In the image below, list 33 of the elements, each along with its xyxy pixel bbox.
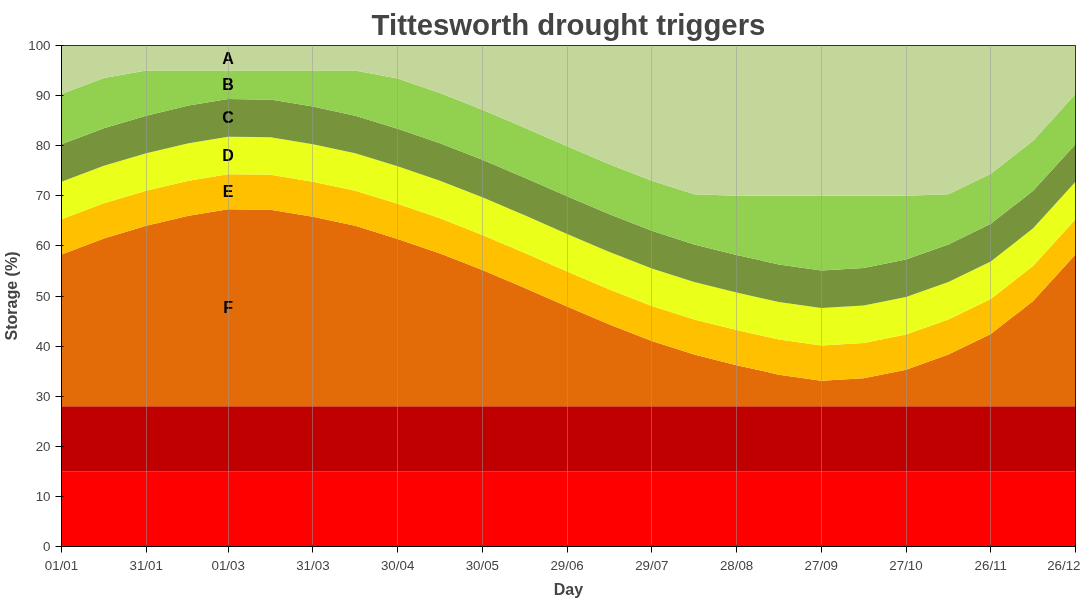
y-tick-label: 100 <box>28 38 51 53</box>
y-tick-label: 30 <box>35 388 51 404</box>
series-label: E <box>222 183 234 201</box>
series-label: F <box>223 299 234 317</box>
x-tick-label: 30/04 <box>380 557 415 573</box>
series-label: C <box>222 109 235 127</box>
y-tick-label: 90 <box>35 88 51 104</box>
y-axis-title: Storage (%) <box>3 251 21 341</box>
x-tick-label: 29/07 <box>635 557 669 573</box>
y-tick-label: 0 <box>43 539 51 554</box>
x-tick-label: 01/01 <box>44 557 79 573</box>
x-tick-label: 27/09 <box>804 557 838 573</box>
series-label: D <box>222 146 234 164</box>
x-tick-label: 01/03 <box>211 557 245 573</box>
series-label: B <box>222 76 234 94</box>
y-tick-label: 40 <box>35 338 51 354</box>
y-tick-label: 60 <box>35 238 51 254</box>
x-tick-label: 31/01 <box>129 557 163 573</box>
x-axis-title: Day <box>553 580 584 598</box>
series-label: A <box>222 49 235 67</box>
y-tick-label: 70 <box>35 188 51 204</box>
x-tick-label: 26/12 <box>1047 557 1081 573</box>
y-tick-label: 50 <box>35 288 51 304</box>
y-tick-label: 10 <box>35 488 51 504</box>
x-tick-label: 31/03 <box>296 557 330 573</box>
x-tick-label: 30/05 <box>465 557 500 573</box>
x-tick-label: 27/10 <box>889 557 923 573</box>
chart-title: Tittesworth drought triggers <box>371 7 766 41</box>
x-tick-label: 26/11 <box>974 557 1007 573</box>
y-tick-label: 80 <box>35 138 51 154</box>
x-tick-label: 29/06 <box>550 557 584 573</box>
y-tick-label: 20 <box>35 438 51 454</box>
x-tick-label: 28/08 <box>719 557 754 573</box>
